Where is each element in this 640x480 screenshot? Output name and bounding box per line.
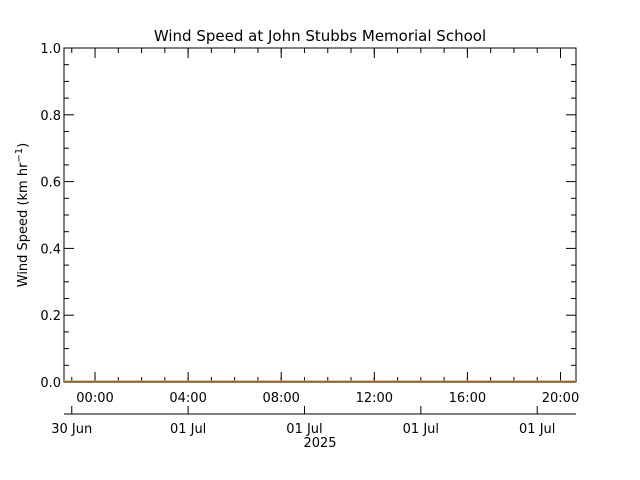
x-time-label: 08:00 — [262, 391, 299, 406]
y-axis-label: Wind Speed (km hr−1) — [14, 143, 31, 288]
year-label: 2025 — [303, 436, 336, 451]
date-tick-label: 01 Jul — [170, 422, 206, 437]
date-tick-label: 01 Jul — [286, 422, 322, 437]
x-time-label: 20:00 — [542, 391, 579, 406]
plot-frame — [63, 47, 577, 383]
y-tick-label: 1.0 — [40, 42, 61, 57]
y-tick-label: 0.2 — [40, 309, 61, 324]
y-tick-label: 0.4 — [40, 242, 61, 257]
y-tick-label: 0.0 — [40, 376, 61, 391]
x-axis: 00:00 04:00 08:00 12:00 16:00 20:00 30 Jun 01 J… — [51, 48, 579, 437]
y-tick-label: 0.8 — [40, 109, 61, 124]
date-tick-label: 30 Jun — [51, 422, 92, 437]
date-tick-label: 01 Jul — [519, 422, 555, 437]
x-time-label: 00:00 — [76, 391, 113, 406]
x-time-label: 12:00 — [356, 391, 393, 406]
x-time-label: 04:00 — [169, 391, 206, 406]
date-tick-label: 01 Jul — [403, 422, 439, 437]
x-time-label: 16:00 — [449, 391, 486, 406]
y-tick-label: 0.6 — [40, 176, 61, 191]
y-axis: 0.0 0.2 0.4 0.6 0.8 1.0 — [40, 42, 576, 391]
chart-title: Wind Speed at John Stubbs Memorial Schoo… — [154, 27, 486, 45]
